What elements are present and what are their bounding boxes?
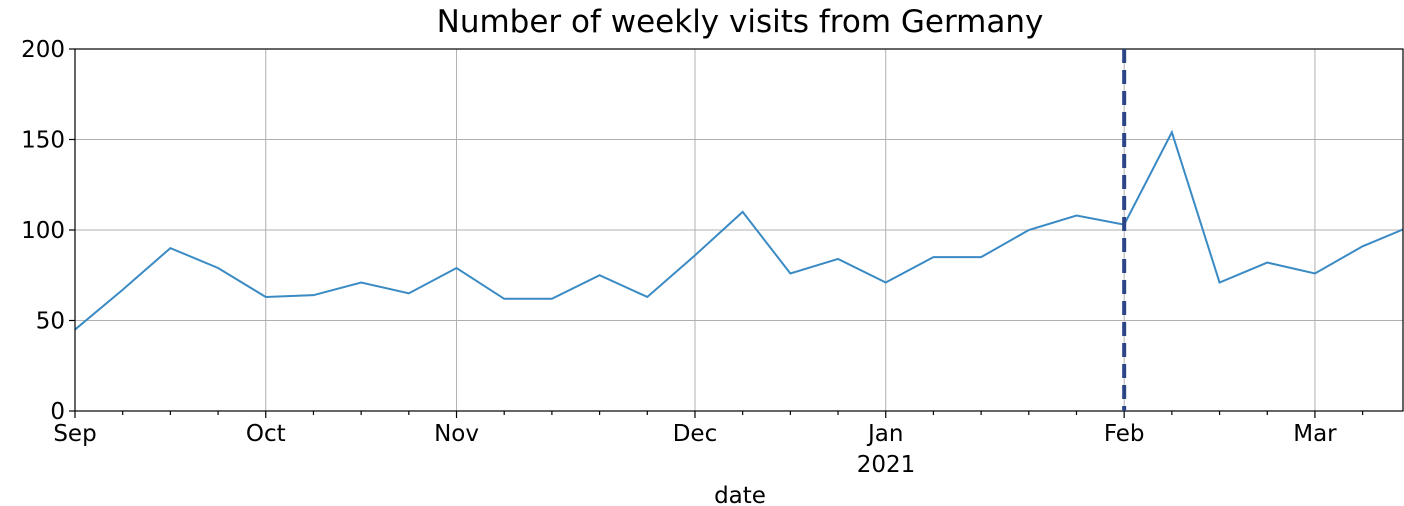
line-series [75,129,1403,331]
y-tick-label: 200 [21,37,65,63]
x-tick-label: Nov [434,421,479,447]
x-tick-label: Jan [866,421,903,447]
chart-title: Number of weekly visits from Germany [437,4,1044,40]
x-tick-label: Sep [53,421,96,447]
x-tick-label: Dec [673,421,718,447]
x-tick-label: Oct [246,421,286,447]
x-tick-label: Feb [1104,421,1145,447]
plot [75,129,1403,331]
x-tick-label: Mar [1293,421,1337,447]
year-label: 2021 [857,452,916,478]
y-tick-label: 0 [50,399,65,425]
y-tick-label: 100 [21,218,65,244]
x-axis-label: date [714,483,766,506]
y-tick-label: 150 [21,128,65,154]
y-tick-label: 50 [36,309,65,335]
